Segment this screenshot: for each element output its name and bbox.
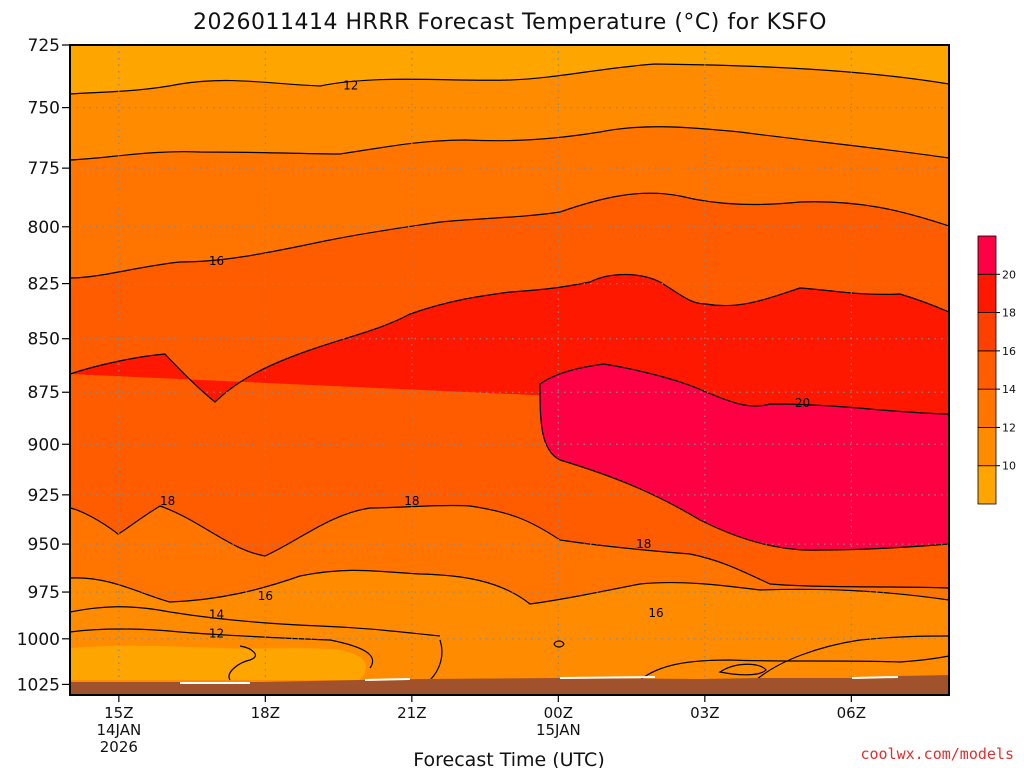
isotherm-18-upper [70,273,949,403]
x-tick-label: 15Z [104,704,133,722]
colorbar-label: 10 [1002,460,1016,473]
contour-label: 12 [343,78,358,92]
isotherm-small-loop [553,640,565,648]
isotherm-12-east [639,655,949,681]
y-tick-label: 825 [28,275,60,295]
band-10-12-surface [70,645,366,680]
colorbar-swatch [977,235,997,275]
isotherm-10-surface [228,645,256,681]
contour-label: 16 [258,589,273,603]
isotherm-14-surface [429,639,443,681]
y-tick-label: 800 [28,218,60,238]
terrain-highlight [180,676,899,684]
contour-labels: 12 16 18 18 20 18 16 14 12 16 [160,78,810,640]
isotherm-16-upper [70,192,949,279]
contour-label: 18 [636,537,651,551]
colorbar-swatch [977,427,997,467]
colorbar-label: 12 [1002,421,1016,434]
isotherm-lines [70,63,949,681]
colorbar-legend: 10 12 14 16 18 20 [977,235,1016,505]
plot-area: 12 16 18 18 20 18 16 14 12 16 [70,45,949,695]
y-tick-label: 725 [28,36,60,56]
x-tick-label: 21Z [397,704,426,722]
y-tick-label: 1000 [17,630,60,650]
isotherm-14-east [755,635,949,681]
contour-label: 18 [404,494,419,508]
colorbar-swatch [977,465,997,505]
y-tick-label: 950 [28,535,60,555]
chart-title: 2026011414 HRRR Forecast Temperature (°C… [193,10,827,35]
colorbar-label: 14 [1002,383,1016,396]
colorbar-swatch [977,312,997,352]
band-20-22 [540,364,949,551]
plot-border [69,44,950,696]
band-10-12 [70,45,949,94]
isotherm-12-east-closed [718,663,767,676]
x-tick-label: 06Z [837,704,866,722]
x-tick-label: 18Z [251,704,280,722]
y-tick-label: 925 [28,486,60,506]
terrain-surface [70,675,949,695]
colorbar-swatch [977,350,997,390]
contour-label: 18 [160,494,175,508]
y-tick-label: 750 [28,99,60,119]
contour-label: 14 [209,608,224,622]
x-tick-label: 03Z [690,704,719,722]
colorbar-label: 18 [1002,307,1016,320]
x-tick-label: 00Z [544,704,573,722]
x-tick-label: 2026 [100,738,138,756]
colorbar-swatch [977,273,997,313]
y-tick-label: 900 [28,435,60,455]
colorbar-label: 16 [1002,345,1016,358]
contour-label: 12 [209,626,224,640]
isotherm-14-lower [70,606,441,637]
x-tick-label: 15JAN [536,721,581,739]
isotherm-18-lower [70,504,949,589]
isotherm-16-lower [70,569,949,605]
y-tick-label: 850 [28,330,60,350]
y-tick-label: 975 [28,583,60,603]
colorbar-label: 20 [1002,268,1016,281]
y-tick-label: 1025 [17,675,60,695]
y-tick-label: 775 [28,159,60,179]
gridlines [70,45,949,695]
contour-label: 16 [209,254,224,268]
x-tick-label: 14JAN [96,721,141,739]
y-axis: 725 750 775 800 825 850 875 900 925 950 975 1000 102… [17,36,70,695]
x-axis-title: Forecast Time (UTC) [413,749,604,768]
contour-label: 20 [795,396,810,410]
isotherm-12-upper [70,63,949,95]
contour-label: 16 [648,606,663,620]
isotherm-14-upper [70,126,949,161]
colorbar-swatch [977,388,997,428]
credit-text: coolwx.com/models [860,745,1014,763]
isotherm-20 [539,363,949,551]
band-10-12-surface-east [640,656,949,680]
isotherm-12-lower [70,628,374,669]
y-tick-label: 875 [28,383,60,403]
